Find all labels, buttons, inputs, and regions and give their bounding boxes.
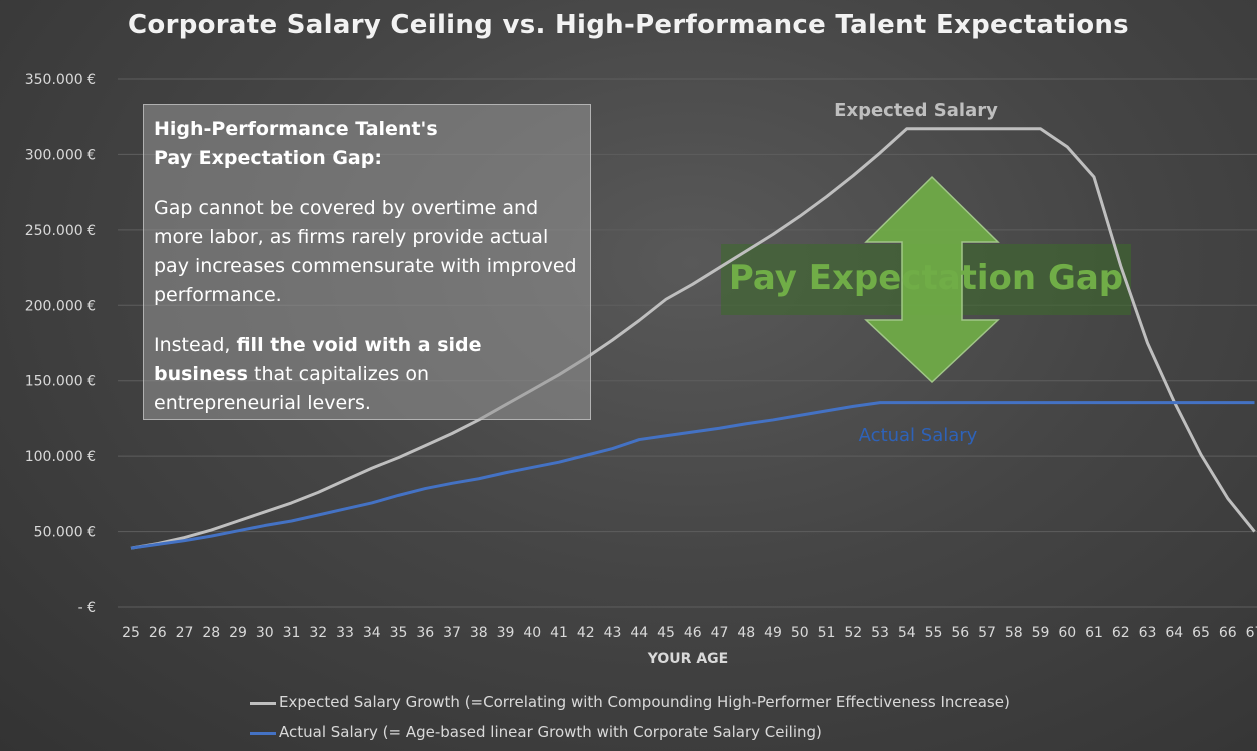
x-tick-label: 30 bbox=[256, 625, 274, 641]
x-tick-label: 28 bbox=[202, 625, 220, 641]
series-line-expected bbox=[130, 127, 1256, 550]
x-tick-label: 55 bbox=[925, 625, 943, 641]
x-tick-label: 50 bbox=[791, 625, 809, 641]
x-tick-label: 29 bbox=[229, 625, 247, 641]
expected-salary-label: Expected Salary bbox=[834, 100, 998, 121]
x-tick-label: 56 bbox=[951, 625, 969, 641]
x-tick-label: 66 bbox=[1219, 625, 1237, 641]
x-tick-label: 40 bbox=[523, 625, 541, 641]
x-tick-label: 39 bbox=[497, 625, 515, 641]
info-para2-prefix: Instead, bbox=[154, 334, 237, 356]
x-tick-label: 52 bbox=[844, 625, 862, 641]
x-tick-label: 34 bbox=[363, 625, 381, 641]
x-tick-label: 64 bbox=[1165, 625, 1183, 641]
x-tick-label: 37 bbox=[443, 625, 461, 641]
x-tick-label: 25 bbox=[122, 625, 140, 641]
x-tick-label: 53 bbox=[871, 625, 889, 641]
double-arrow-icon bbox=[864, 175, 1000, 384]
x-tick-label: 45 bbox=[657, 625, 675, 641]
info-paragraph-2: Instead, fill the void with a side busin… bbox=[154, 331, 580, 418]
x-tick-label: 61 bbox=[1085, 625, 1103, 641]
x-tick-label: 42 bbox=[577, 625, 595, 641]
x-tick-label: 48 bbox=[737, 625, 755, 641]
y-tick-label: 150.000 € bbox=[25, 374, 96, 390]
info-paragraph-1: Gap cannot be covered by overtime and mo… bbox=[154, 197, 577, 306]
legend-swatch-actual bbox=[250, 732, 276, 735]
x-tick-label: 57 bbox=[978, 625, 996, 641]
y-tick-label: 250.000 € bbox=[25, 223, 96, 239]
info-heading-line2: Pay Expectation Gap: bbox=[154, 147, 382, 169]
x-tick-label: 54 bbox=[898, 625, 916, 641]
x-tick-label: 44 bbox=[630, 625, 648, 641]
y-axis-labels: - € 50.000 € 100.000 € 150.000 € 200.000 € 25… bbox=[25, 72, 96, 616]
x-tick-label: 65 bbox=[1192, 625, 1210, 641]
y-tick-label: 350.000 € bbox=[25, 72, 96, 88]
x-tick-label: 33 bbox=[336, 625, 354, 641]
x-tick-label: 35 bbox=[390, 625, 408, 641]
x-tick-label: 58 bbox=[1005, 625, 1023, 641]
x-tick-label: 62 bbox=[1112, 625, 1130, 641]
y-tick-label: 100.000 € bbox=[25, 449, 96, 465]
x-tick-label: 36 bbox=[416, 625, 434, 641]
legend-label-actual: Actual Salary (= Age-based linear Growth… bbox=[279, 723, 822, 741]
chart-title: Corporate Salary Ceiling vs. High-Perfor… bbox=[128, 10, 1129, 40]
info-para2-bold: fill the void with a side business bbox=[154, 334, 482, 385]
info-box: High-Performance Talent's Pay Expectatio… bbox=[143, 104, 591, 420]
x-axis-title: YOUR AGE bbox=[647, 651, 728, 667]
y-tick-label: - € bbox=[78, 600, 96, 616]
info-heading-line1: High-Performance Talent's bbox=[154, 118, 438, 140]
x-tick-label: 38 bbox=[470, 625, 488, 641]
x-tick-label: 60 bbox=[1058, 625, 1076, 641]
legend-swatch-expected bbox=[250, 702, 276, 705]
x-tick-label: 26 bbox=[149, 625, 167, 641]
x-tick-label: 51 bbox=[818, 625, 836, 641]
x-tick-label: 46 bbox=[684, 625, 702, 641]
y-tick-label: 200.000 € bbox=[25, 298, 96, 314]
x-axis-labels: 25 26 27 28 29 30 31 32 33 34 35 36 37 38 39 40 41 42 43 44… bbox=[122, 625, 1257, 641]
x-tick-label: 59 bbox=[1032, 625, 1050, 641]
actual-salary-label: Actual Salary bbox=[859, 425, 978, 446]
x-tick-label: 47 bbox=[711, 625, 729, 641]
x-tick-label: 43 bbox=[604, 625, 622, 641]
x-tick-label: 32 bbox=[309, 625, 327, 641]
series-line-actual bbox=[130, 401, 1255, 550]
pay-gap-annotation: Pay Expectation Gap bbox=[721, 175, 1131, 384]
x-tick-label: 67 bbox=[1246, 625, 1257, 641]
series-lines bbox=[130, 127, 1256, 550]
info-para2-suffix: that capitalizes on entrepreneurial leve… bbox=[154, 363, 429, 414]
x-tick-label: 27 bbox=[176, 625, 194, 641]
x-tick-label: 49 bbox=[764, 625, 782, 641]
x-tick-label: 31 bbox=[283, 625, 301, 641]
x-tick-label: 63 bbox=[1139, 625, 1157, 641]
x-tick-label: 41 bbox=[550, 625, 568, 641]
legend-label-expected: Expected Salary Growth (=Correlating wit… bbox=[279, 693, 1010, 711]
y-tick-label: 300.000 € bbox=[25, 147, 96, 163]
gap-label: Pay Expectation Gap bbox=[729, 258, 1123, 298]
y-tick-label: 50.000 € bbox=[34, 525, 96, 541]
